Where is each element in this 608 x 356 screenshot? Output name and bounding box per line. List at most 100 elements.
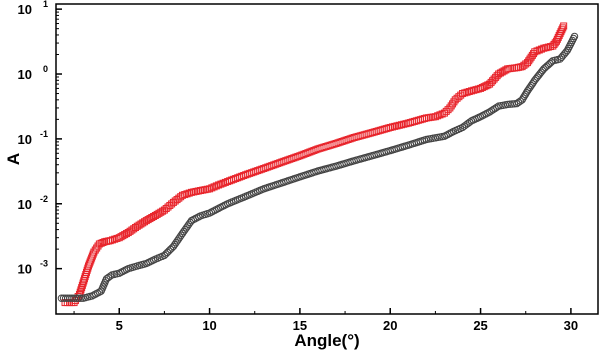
data-point-circle [547,58,556,66]
data-point-square [217,180,225,188]
data-point-square [542,44,550,52]
data-point-square [470,86,478,94]
data-point-square [210,183,218,191]
data-point-circle [106,272,114,280]
data-point-circle [485,108,494,116]
data-point-square [78,284,86,292]
y-tick-base: 10 [18,132,32,147]
y-tick-exponent: -1 [40,129,48,139]
data-point-square [386,123,394,131]
data-point-circle [521,90,530,99]
data-point-circle [466,118,474,126]
data-point-square [436,111,444,119]
data-point-square [99,238,107,246]
data-point-circle [520,92,528,100]
data-point-square [208,184,216,192]
data-point-square [524,59,532,67]
data-point-square [398,121,406,129]
data-point-circle [570,32,579,41]
data-point-circle [173,237,182,245]
data-point-circle [177,231,185,239]
data-point-square [526,55,534,63]
data-point-square [106,237,114,245]
y-tick-label: 10 -2 [18,194,48,212]
data-point-square [559,24,567,32]
data-point-square [461,89,469,97]
data-point-square [459,90,466,98]
data-point-square [540,44,548,52]
data-point-square [393,122,401,130]
y-axis-title: A [4,153,23,165]
data-point-circle [510,100,519,108]
data-point-square [108,236,116,244]
data-point-square [528,51,536,59]
x-axis: 5 10 15 20 25 30 [73,308,578,333]
data-point-square [219,179,227,187]
data-point-square [525,57,533,65]
x-tick-label: 15 [293,318,307,333]
data-point-square [558,26,566,34]
data-point-square [97,239,105,247]
data-point-square [212,182,220,190]
x-tick-label: 5 [116,318,123,333]
data-point-square [388,123,396,131]
y-tick-exponent: 0 [43,64,48,74]
data-point-circle [518,96,526,104]
x-tick-label: 30 [564,318,578,333]
x-tick-label: 20 [383,318,397,333]
data-point-circle [169,242,178,251]
y-tick-base: 10 [18,2,32,17]
y-tick-base: 10 [18,262,32,277]
y-tick-label: 10 0 [18,64,48,82]
data-point-square [531,48,539,56]
plot-frame [55,3,599,315]
data-point-square [431,113,439,121]
data-point-circle [562,48,570,56]
series-circle [57,32,579,302]
data-point-circle [77,294,85,302]
y-tick-exponent: -3 [40,259,48,269]
y-tick-base: 10 [18,197,32,212]
data-point-square [122,230,130,238]
data-point-square [215,181,223,189]
y-tick-label: 10 -3 [18,259,48,277]
data-point-square [434,112,442,120]
y-tick-label: 10 1 [18,0,48,17]
data-point-circle [493,103,501,111]
data-point-square [400,120,408,128]
x-tick-label: 25 [473,318,487,333]
data-point-square [77,286,85,294]
data-point-square [183,190,191,198]
data-point-circle [171,240,179,249]
data-point-circle [176,233,184,241]
data-point-square [206,185,214,193]
y-axis: 10 -3 10 -2 10 -1 10 0 10 1 [18,0,62,277]
series-layer [57,22,579,307]
series-square [61,22,568,307]
data-point-square [395,121,403,129]
data-point-square [538,45,546,53]
data-point-square [420,115,428,123]
data-point-square [78,281,86,289]
y-tick-exponent: -2 [40,194,48,204]
data-point-circle [491,104,499,113]
data-point-square [527,53,535,61]
data-point-square [157,208,165,216]
data-point-square [533,47,541,55]
data-point-circle [519,94,527,102]
data-point-square [535,46,543,54]
x-tick-label: 10 [202,318,216,333]
data-point-square [185,189,193,197]
data-point-square [131,224,139,232]
data-point-circle [172,238,180,247]
data-point-square [95,240,103,248]
data-point-square [384,124,392,132]
y-tick-label: 10 -1 [18,129,48,147]
data-point-square [178,191,186,199]
data-point-square [181,191,189,199]
y-tick-base: 10 [18,67,32,82]
data-point-circle [489,105,497,114]
x-axis-title: Angle(°) [294,331,359,350]
data-point-circle [174,235,183,243]
